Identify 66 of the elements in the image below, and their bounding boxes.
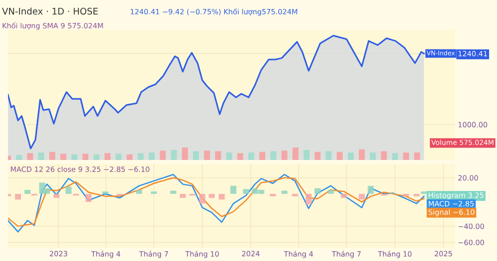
bar xyxy=(281,190,288,194)
bar xyxy=(82,154,88,160)
bar xyxy=(348,152,354,160)
bar xyxy=(259,152,266,160)
bar xyxy=(138,153,144,160)
bar xyxy=(116,154,122,160)
bar xyxy=(292,194,298,196)
bar xyxy=(182,148,188,160)
bar xyxy=(392,153,398,160)
bar xyxy=(16,155,22,160)
bar xyxy=(215,151,222,160)
bar xyxy=(218,194,225,200)
bar xyxy=(368,186,374,194)
bar xyxy=(306,194,312,204)
bar xyxy=(340,194,347,198)
bar xyxy=(71,154,78,160)
bar xyxy=(104,153,110,160)
bar xyxy=(49,152,56,160)
bar xyxy=(66,186,72,194)
bar xyxy=(403,194,410,196)
bar xyxy=(403,152,409,160)
bar xyxy=(160,150,166,160)
bar xyxy=(414,194,420,196)
bar xyxy=(53,194,60,198)
bar xyxy=(336,152,343,160)
bar xyxy=(414,152,420,160)
bar xyxy=(27,153,34,160)
bar xyxy=(86,194,92,202)
bar xyxy=(148,152,155,160)
bar xyxy=(358,194,365,200)
bar xyxy=(204,150,210,160)
bar xyxy=(281,150,288,160)
bar xyxy=(150,191,157,194)
bar xyxy=(180,194,186,198)
line-series xyxy=(8,177,425,227)
bar xyxy=(126,154,133,160)
bar xyxy=(242,189,249,194)
bar xyxy=(237,153,244,160)
bar xyxy=(292,148,298,160)
bar xyxy=(230,186,236,194)
bar xyxy=(304,150,310,160)
bar xyxy=(314,188,321,194)
bar xyxy=(380,151,387,160)
bar xyxy=(314,152,321,160)
bar xyxy=(248,152,254,160)
bar xyxy=(420,191,427,194)
bar xyxy=(370,152,376,160)
bar xyxy=(326,151,332,160)
bar xyxy=(170,150,177,160)
chart-title: VN-Index · 1D · HOSE xyxy=(2,8,98,15)
bar xyxy=(24,190,30,194)
bar xyxy=(38,152,44,160)
bar xyxy=(93,154,100,160)
bar xyxy=(270,194,276,196)
bar xyxy=(170,190,176,194)
bar xyxy=(136,190,142,194)
bar xyxy=(358,149,365,160)
bar xyxy=(226,152,232,160)
bar xyxy=(199,194,206,204)
bar xyxy=(270,151,276,160)
bar xyxy=(328,190,334,194)
bar xyxy=(208,194,215,198)
bar xyxy=(14,194,22,200)
bar xyxy=(193,151,199,160)
line-series xyxy=(8,174,425,232)
bar xyxy=(102,191,108,194)
